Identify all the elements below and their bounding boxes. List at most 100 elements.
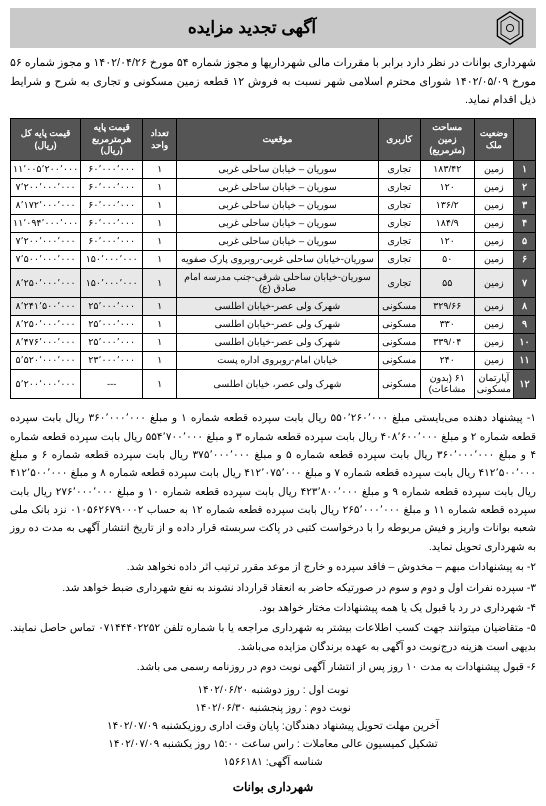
table-cell: ۶ [514,251,536,269]
table-cell: ۸ [514,298,536,316]
table-cell: تجاری [378,215,420,233]
table-row: ۱۰زمین۳۳۹/۰۴مسکونیشهرک ولی عصر-خیابان اط… [11,334,536,352]
table-cell: ۱۸۴/۹ [420,215,474,233]
table-cell: ۱ [143,269,177,298]
table-cell: ۸٬۱۷۲٬۰۰۰٬۰۰۰ [11,197,81,215]
table-row: ۴زمین۱۸۴/۹تجاریسوریان – خیابان ساحلی غرب… [11,215,536,233]
table-cell: زمین [474,179,513,197]
table-cell: ۲۵٬۰۰۰٬۰۰۰ [81,316,143,334]
table-cell: ۶۰٬۰۰۰٬۰۰۰ [81,161,143,179]
table-cell: سوریان-خیابان ساحلی غربی-روبروی پارک صفو… [177,251,379,269]
table-row: ۱زمین۱۸۳/۴۲تجاریسوریان – خیابان ساحلی غر… [11,161,536,179]
table-cell: ۱۱ [514,352,536,370]
table-cell: ۱۱٬۰۹۴٬۰۰۰٬۰۰۰ [11,215,81,233]
table-cell: تجاری [378,233,420,251]
table-cell: ۹ [514,316,536,334]
table-cell: ۱۱٬۰۰۵٬۲۰۰٬۰۰۰ [11,161,81,179]
table-row: ۱۲آپارتمان مسکونی۶۱ (بدون مشاعات)مسکونیش… [11,370,536,399]
table-cell: زمین [474,197,513,215]
table-cell: ۶۰٬۰۰۰٬۰۰۰ [81,233,143,251]
table-cell: ۵٬۵۲۰٬۰۰۰٬۰۰۰ [11,352,81,370]
table-cell: ۱۲ [514,370,536,399]
table-cell: ۵٬۲۰۰٬۰۰۰٬۰۰۰ [11,370,81,399]
intro-text: شهرداری بوانات در نظر دارد برابر با مقرر… [10,54,536,110]
col-header: تعداد واحد [143,119,177,161]
table-cell: سوریان – خیابان ساحلی غربی [177,161,379,179]
col-header: قیمت پایه هرمترمربع (ریال) [81,119,143,161]
table-cell: زمین [474,251,513,269]
table-cell: سوریان – خیابان ساحلی غربی [177,179,379,197]
table-cell: شهرک ولی عصر، خیابان اطلسی [177,370,379,399]
table-cell: زمین [474,233,513,251]
table-cell: ۱ [143,197,177,215]
table-cell: ۷٬۵۰۰٬۰۰۰٬۰۰۰ [11,251,81,269]
note-item: ۳- سپرده نفرات اول و دوم و سوم در صورتیک… [10,579,536,597]
note-item: ۲- به پیشنهادات مبهم – مخدوش – فاقد سپرد… [10,558,536,576]
table-cell: ۱۲۰ [420,233,474,251]
table-cell: تجاری [378,197,420,215]
table-row: ۹زمین۳۳۰مسکونیشهرک ولی عصر-خیابان اطلسی۱… [11,316,536,334]
table-cell: ۶۰٬۰۰۰٬۰۰۰ [81,197,143,215]
table-cell: شهرک ولی عصر-خیابان اطلسی [177,298,379,316]
table-cell: ۱ [143,251,177,269]
table-cell: سوریان – خیابان ساحلی غربی [177,215,379,233]
table-cell: شهرک ولی عصر-خیابان اطلسی [177,316,379,334]
table-cell: مسکونی [378,352,420,370]
table-row: ۲زمین۱۲۰تجاریسوریان – خیابان ساحلی غربی۱… [11,179,536,197]
table-cell: ۱۸۳/۴۲ [420,161,474,179]
table-cell: ۳۳۹/۰۴ [420,334,474,352]
table-cell: مسکونی [378,316,420,334]
table-cell: تجاری [378,269,420,298]
table-cell: ۶۰٬۰۰۰٬۰۰۰ [81,215,143,233]
table-cell: ۱ [143,233,177,251]
logo-icon [492,10,528,46]
table-cell: ۱ [143,316,177,334]
table-cell: شهرک ولی عصر-خیابان اطلسی [177,334,379,352]
table-cell: زمین [474,316,513,334]
table-cell: زمین [474,161,513,179]
table-cell: ۴ [514,215,536,233]
col-header [514,119,536,161]
table-cell: خیابان امام-روبروی اداره پست [177,352,379,370]
page-title: آگهی تجدید مزایده [18,18,486,38]
table-row: ۵زمین۱۲۰تجاریسوریان – خیابان ساحلی غربی۱… [11,233,536,251]
footer-block: نوبت اول : روز دوشنبه ۱۴۰۲/۰۶/۲۰ نوبت دو… [10,682,536,771]
table-cell: ۶۰٬۰۰۰٬۰۰۰ [81,179,143,197]
table-row: ۷زمین۵۵تجاریسوریان-خیابان ساحلی شرقی-جنب… [11,269,536,298]
table-cell: ۷ [514,269,536,298]
header-bar: آگهی تجدید مزایده [10,8,536,48]
table-cell: زمین [474,334,513,352]
table-cell: ۱۰ [514,334,536,352]
table-cell: ۲۳٬۰۰۰٬۰۰۰ [81,352,143,370]
table-cell: ۸٬۲۵۰٬۰۰۰٬۰۰۰ [11,316,81,334]
table-cell: تجاری [378,251,420,269]
table-cell: مسکونی [378,298,420,316]
table-cell: ۲۵٬۰۰۰٬۰۰۰ [81,334,143,352]
table-row: ۱۱زمین۲۴۰مسکونیخیابان امام-روبروی اداره … [11,352,536,370]
table-cell: ۵۵ [420,269,474,298]
table-cell: ۷٬۲۰۰٬۰۰۰٬۰۰۰ [11,233,81,251]
notes-section: ۱- پیشنهاد دهنده می‌بایستی مبلغ ۵۵۰٬۲۶۰٬… [10,409,536,676]
table-cell: سوریان – خیابان ساحلی غربی [177,197,379,215]
table-cell: ۱۵۰٬۰۰۰٬۰۰۰ [81,251,143,269]
table-cell: ۲۴۰ [420,352,474,370]
lots-table: وضعیت ملکمساحت زمین (مترمربع)کاربریموقعی… [10,118,536,399]
table-cell: ۱ [143,352,177,370]
footer-commission: تشکیل کمیسیون عالی معاملات : راس ساعت ۱۵… [10,736,536,754]
footer-date1: نوبت اول : روز دوشنبه ۱۴۰۲/۰۶/۲۰ [10,682,536,700]
note-item: ۴- شهرداری در رد یا قبول یک یا همه پیشنه… [10,599,536,617]
table-cell: ۱ [143,215,177,233]
footer-date2: نوبت دوم : روز پنجشنبه ۱۴۰۲/۰۶/۳۰ [10,700,536,718]
col-header: وضعیت ملک [474,119,513,161]
table-cell: --- [81,370,143,399]
table-cell: ۱۳۶/۲ [420,197,474,215]
footer-adid: شناسه آگهی: ۱۵۶۶۱۸۱ [10,754,536,772]
note-item: ۵- متقاضیان میتوانند جهت کسب اطلاعات بیش… [10,619,536,656]
table-cell: ۲ [514,179,536,197]
table-cell: ۶۱ (بدون مشاعات) [420,370,474,399]
table-cell: ۱۵۰٬۰۰۰٬۰۰۰ [81,269,143,298]
table-cell: ۵۰ [420,251,474,269]
table-row: ۳زمین۱۳۶/۲تجاریسوریان – خیابان ساحلی غرب… [11,197,536,215]
table-cell: ۸٬۲۴۱٬۵۰۰٬۰۰۰ [11,298,81,316]
note-item: ۱- پیشنهاد دهنده می‌بایستی مبلغ ۵۵۰٬۲۶۰٬… [10,409,536,556]
